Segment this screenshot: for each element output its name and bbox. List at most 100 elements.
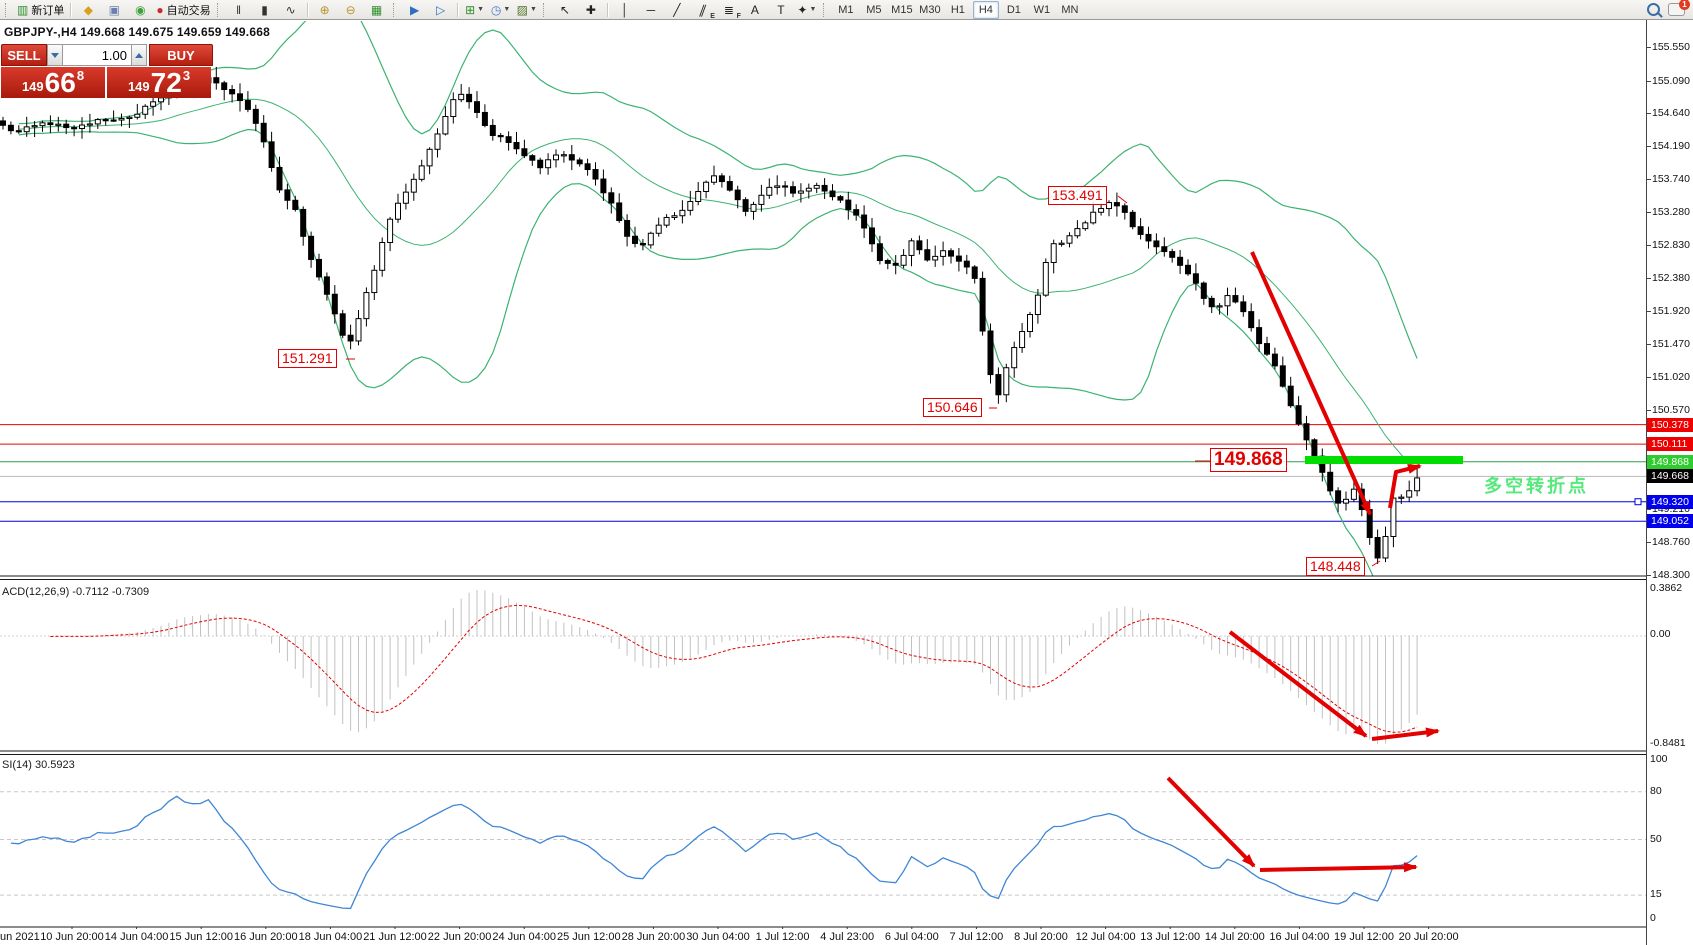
zoom-out-button[interactable]: ⊖ <box>338 0 364 20</box>
price-annotation-label: 153.491 <box>1048 186 1107 205</box>
price-tick-label: 152.830 <box>1647 239 1690 252</box>
buy-button[interactable]: BUY <box>149 44 213 66</box>
tile-windows-icon: ▦ <box>370 2 383 17</box>
timeframe-button-m30[interactable]: M30 <box>919 3 941 16</box>
timeframe-button-h4[interactable]: H4 <box>972 0 999 19</box>
timeframe-button-h1[interactable]: H1 <box>950 3 965 16</box>
new-order-icon: ▥ <box>17 2 29 17</box>
timeframe-button-w1[interactable]: W1 <box>1033 3 1051 16</box>
toolbar-separator <box>606 2 609 17</box>
new-order-button-label: 新订单 <box>31 4 65 17</box>
price-badge: 149.668 <box>1647 469 1693 484</box>
price-tick-label: 151.470 <box>1647 338 1690 351</box>
search-button[interactable] <box>1647 3 1660 16</box>
label-tool-button[interactable]: T <box>768 0 794 20</box>
terminal-button[interactable]: ▣ <box>101 0 127 20</box>
new-order-button[interactable]: ▥ 新订单 <box>14 0 67 20</box>
time-tick-label: 10 Jun 20:00 <box>40 931 104 943</box>
equidistant-channel-tool-button[interactable]: ∥ E <box>690 0 716 20</box>
price-axis[interactable]: 155.550 155.090 154.640 154.190 153.740 153.2… <box>1646 20 1693 945</box>
chat-bubble-icon: 1 <box>1668 0 1690 16</box>
chart-bars-button[interactable]: ‖ <box>226 0 252 20</box>
volume-increase-button[interactable] <box>131 44 147 66</box>
price-tick-label: 148.300 <box>1647 569 1690 581</box>
fibonacci-tool-button[interactable]: ≣ F <box>716 0 742 20</box>
price-tick-label: 150.570 <box>1647 403 1690 416</box>
time-axis[interactable]: un 2021 10 Jun 20:00 14 Jun 04:00 15 Jun 12… <box>0 929 1646 945</box>
signals-button[interactable]: ◉ <box>127 0 153 20</box>
time-tick-label: 16 Jun 20:00 <box>233 931 298 943</box>
price-tick-label: 152.380 <box>1647 271 1690 284</box>
notification-badge: 1 <box>1679 0 1690 10</box>
vertical-line-tool-button[interactable]: │ <box>612 0 638 20</box>
time-tick-label: 6 Jul 04:00 <box>884 931 939 943</box>
main-toolbar: ▥ 新订单 ◆ ▣ ◉ ● 自动交易 ‖ ▮ ∿ ⊕ ⊖ ▦ ▶ ▷ ⊞ ▼ ◷ ▼ ▨ ▼ ↖ ✚ │ ─ ╱ ∥ E ≣ F A T ✦ ▼ M… <box>0 0 1693 20</box>
autotrading-button-label: 自动交易 <box>166 4 211 17</box>
templates-button[interactable]: ▨ ▼ <box>514 0 540 20</box>
tile-windows-button[interactable]: ▦ <box>364 0 390 20</box>
chart-bars-icon: ‖ <box>236 2 242 17</box>
time-tick-label: 14 Jun 04:00 <box>104 931 169 943</box>
indicator-axis-label: 50 <box>1650 832 1662 845</box>
chart-candles-button[interactable]: ▮ <box>252 0 278 20</box>
time-tick-label: 19 Jul 12:00 <box>1334 931 1394 943</box>
label-tool-icon: T <box>777 2 785 17</box>
chart-candles-icon: ▮ <box>261 2 268 17</box>
timeframe-button-mn[interactable]: MN <box>1061 3 1079 16</box>
indicator-axis-label: 0 <box>1650 912 1656 924</box>
autotrading-button[interactable]: ● 自动交易 <box>153 0 213 20</box>
buy-price-display[interactable]: 149 72 3 <box>107 67 211 98</box>
crosshair-tool-button[interactable]: ✚ <box>578 0 604 20</box>
triangle-down-icon <box>51 52 59 58</box>
price-tick-label: 148.760 <box>1647 535 1690 548</box>
cursor-tool-button[interactable]: ↖ <box>552 0 578 20</box>
new-chart-button[interactable]: ⊞ ▼ <box>462 0 488 20</box>
indicator-axis-label: 80 <box>1650 784 1662 797</box>
shapes-tool-button[interactable]: ✦ ▼ <box>794 0 820 20</box>
toolbar-separator <box>70 2 73 17</box>
toolbar-grip <box>392 2 399 17</box>
timeframe-button-d1[interactable]: D1 <box>1006 3 1021 16</box>
rsi-indicator-label: SI(14) 30.5923 <box>2 759 75 771</box>
time-tick-label: 21 Jun 12:00 <box>363 931 427 943</box>
profiles-button[interactable]: ◷ ▼ <box>488 0 514 20</box>
market-depth-button[interactable]: ◆ <box>75 0 101 20</box>
price-annotation-label: 148.448 <box>1306 557 1365 576</box>
data-window-button[interactable]: ▷ <box>428 0 454 20</box>
time-tick-label: 8 Jul 20:00 <box>1014 931 1068 943</box>
time-tick-label: 1 Jul 12:00 <box>755 931 810 943</box>
time-tick-label: 25 Jun 12:00 <box>556 931 621 943</box>
price-badge: 150.111 <box>1647 437 1693 452</box>
timeframe-button-m5[interactable]: M5 <box>866 3 882 16</box>
one-click-trade-panel: SELL BUY 149 66 8 149 72 3 <box>1 44 215 98</box>
trendline-tool-icon: ╱ <box>673 2 681 17</box>
zoom-in-button[interactable]: ⊕ <box>312 0 338 20</box>
vertical-line-tool-icon: │ <box>621 2 629 17</box>
toolbar-grip <box>5 2 11 17</box>
time-tick-label: 14 Jul 20:00 <box>1204 931 1265 943</box>
timeframe-button-m1[interactable]: M1 <box>838 3 854 16</box>
time-tick-label: 18 Jun 04:00 <box>298 931 363 943</box>
strategy-tester-button[interactable]: ▶ <box>402 0 428 20</box>
indicator-axis-label: 100 <box>1650 753 1668 765</box>
text-tool-icon: A <box>750 2 759 17</box>
volume-decrease-button[interactable] <box>47 44 63 66</box>
chart-line-button[interactable]: ∿ <box>278 0 304 20</box>
sell-price-display[interactable]: 149 66 8 <box>1 67 105 98</box>
notifications-button[interactable]: 1 <box>1668 0 1690 16</box>
chart-window[interactable]: GBPJPY-,H4 149.668 149.675 149.659 149.6… <box>0 20 1693 945</box>
templates-icon: ▨ <box>516 2 528 17</box>
time-tick-label: 22 Jun 20:00 <box>427 931 492 943</box>
price-tick-label: 153.740 <box>1647 172 1690 185</box>
sell-button[interactable]: SELL <box>1 44 47 66</box>
trendline-tool-button[interactable]: ╱ <box>664 0 690 20</box>
timeframe-button-m15[interactable]: M15 <box>891 3 913 16</box>
price-tick-label: 153.280 <box>1647 206 1690 219</box>
autotrading-icon: ● <box>156 2 164 17</box>
volume-input[interactable] <box>63 44 131 66</box>
market-depth-icon: ◆ <box>83 2 93 17</box>
horizontal-line-tool-button[interactable]: ─ <box>638 0 664 20</box>
indicator-axis-label: 0.00 <box>1650 628 1671 640</box>
chart-line-icon: ∿ <box>285 2 296 17</box>
text-tool-button[interactable]: A <box>742 0 768 20</box>
